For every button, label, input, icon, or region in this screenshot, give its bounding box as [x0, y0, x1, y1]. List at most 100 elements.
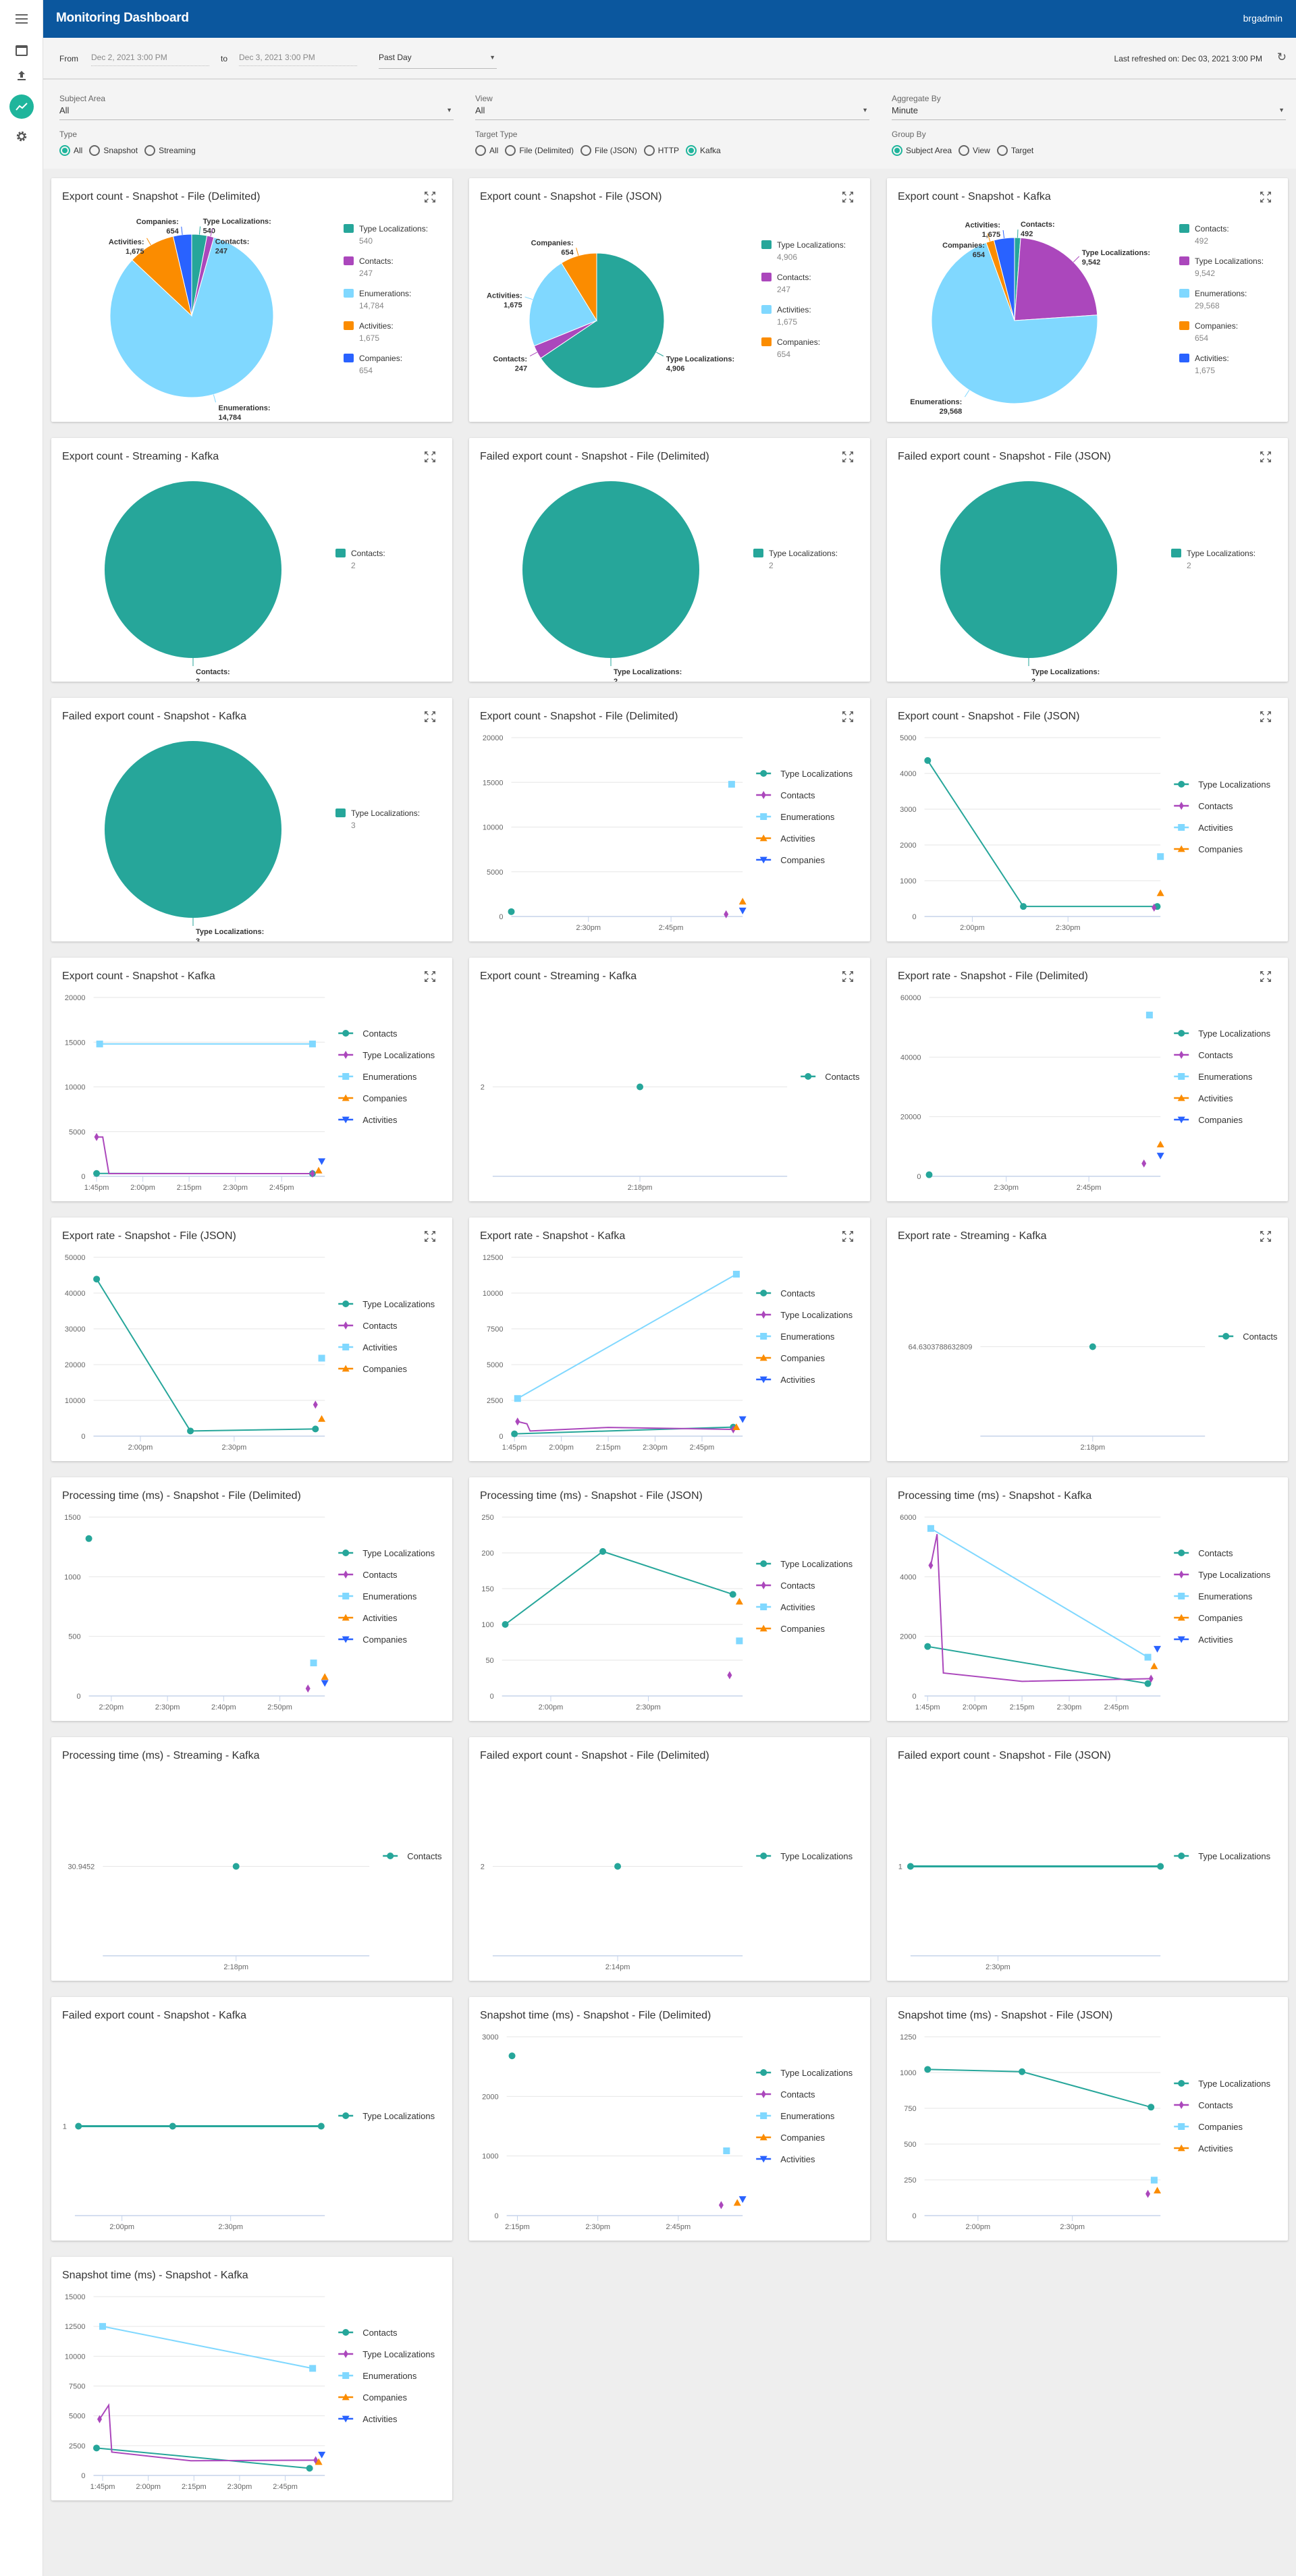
legend-item[interactable]: Companies	[1174, 844, 1243, 854]
data-point[interactable]	[1089, 1343, 1096, 1350]
legend-marker[interactable]	[759, 1624, 767, 1632]
view-select[interactable]: All ▼	[475, 105, 869, 120]
legend-item[interactable]: Activities	[1174, 1093, 1233, 1103]
data-point[interactable]	[315, 2458, 323, 2465]
legend-marker[interactable]	[343, 1051, 348, 1059]
data-point[interactable]	[306, 2465, 313, 2472]
legend-marker[interactable]	[1177, 1614, 1185, 1621]
expand-icon[interactable]	[424, 1230, 436, 1242]
legend-item[interactable]: Type Localizations	[1174, 1029, 1271, 1039]
data-point[interactable]	[321, 1680, 329, 1687]
expand-icon[interactable]	[1260, 1230, 1272, 1242]
data-point[interactable]	[508, 908, 515, 915]
legend-item[interactable]: Companies	[1174, 1613, 1243, 1623]
data-point[interactable]	[1141, 1159, 1147, 1168]
data-point[interactable]	[718, 2201, 724, 2210]
legend-item[interactable]: Companies	[756, 1624, 825, 1634]
legend-marker[interactable]	[342, 2112, 350, 2119]
pie-slice[interactable]	[109, 236, 274, 398]
legend-marker[interactable]	[760, 1604, 767, 1610]
pie-slice[interactable]	[522, 481, 699, 658]
legend-item[interactable]: Enumerations	[338, 1591, 417, 1601]
legend-item[interactable]: Companies: 654	[344, 354, 402, 375]
legend-marker[interactable]	[342, 2415, 350, 2423]
legend-marker[interactable]	[760, 1560, 767, 1567]
document-icon[interactable]	[9, 38, 34, 63]
legend-item[interactable]: Contacts	[1218, 1332, 1278, 1342]
data-point[interactable]	[925, 1171, 933, 1178]
legend-item[interactable]: Type Localizations	[1174, 2079, 1271, 2089]
legend-item[interactable]: Contacts: 492	[1179, 224, 1229, 246]
legend-marker[interactable]	[759, 1354, 767, 1361]
radio-file-delimited[interactable]: File (Delimited)	[505, 145, 574, 156]
legend-item[interactable]: Type Localizations	[338, 1050, 435, 1060]
data-point[interactable]	[738, 898, 747, 905]
data-point[interactable]	[232, 1863, 240, 1870]
data-point[interactable]	[318, 2451, 326, 2459]
legend-marker[interactable]	[1179, 802, 1184, 810]
expand-icon[interactable]	[424, 711, 436, 723]
legend-marker[interactable]	[760, 1290, 767, 1296]
to-date-input[interactable]: Dec 3, 2021 3:00 PM	[239, 53, 357, 66]
legend-marker[interactable]	[343, 1321, 348, 1330]
legend-item[interactable]: Activities	[756, 1602, 815, 1612]
legend-item[interactable]: Type Localizations	[1174, 779, 1271, 790]
legend-marker[interactable]	[342, 1094, 350, 1101]
expand-icon[interactable]	[842, 970, 854, 983]
data-point[interactable]	[305, 1684, 310, 1693]
legend-marker[interactable]	[761, 1311, 766, 1319]
data-point[interactable]	[738, 907, 747, 914]
legend-marker[interactable]	[1179, 1570, 1184, 1579]
expand-icon[interactable]	[1260, 451, 1272, 463]
data-point[interactable]	[732, 1423, 740, 1431]
legend-item[interactable]: Enumerations	[756, 2111, 835, 2121]
legend-marker[interactable]	[342, 1636, 350, 1643]
data-point[interactable]	[97, 2415, 103, 2423]
legend-item[interactable]: Type Localizations	[756, 769, 853, 779]
data-point[interactable]	[313, 1400, 318, 1409]
data-point[interactable]	[502, 1621, 509, 1628]
radio-streaming[interactable]: Streaming	[144, 145, 196, 156]
data-point[interactable]	[93, 1170, 101, 1177]
legend-item[interactable]: Type Localizations	[338, 2111, 435, 2121]
legend-marker[interactable]	[760, 2069, 767, 2076]
data-point[interactable]	[96, 1040, 103, 1047]
data-point[interactable]	[924, 2066, 932, 2073]
upload-icon[interactable]	[9, 63, 34, 88]
data-point[interactable]	[317, 2122, 325, 2130]
expand-icon[interactable]	[424, 451, 436, 463]
legend-marker[interactable]	[759, 2156, 767, 2163]
legend-item[interactable]: Activities	[1174, 2143, 1233, 2154]
data-point[interactable]	[1020, 903, 1027, 910]
legend-item[interactable]: Type Localizations	[756, 2068, 853, 2078]
legend-marker[interactable]	[805, 1073, 812, 1080]
legend-marker[interactable]	[1178, 824, 1185, 831]
pie-slice[interactable]	[931, 242, 1098, 404]
legend-item[interactable]: Contacts: 247	[761, 273, 811, 294]
legend-item[interactable]: Companies	[756, 2133, 825, 2143]
legend-item[interactable]: Enumerations: 29,568	[1179, 289, 1247, 310]
legend-marker[interactable]	[1177, 1116, 1185, 1124]
legend-marker[interactable]	[342, 2393, 350, 2401]
legend-item[interactable]: Activities	[1174, 1635, 1233, 1645]
legend-item[interactable]: Activities	[756, 2154, 815, 2164]
data-point[interactable]	[508, 2052, 516, 2060]
expand-icon[interactable]	[842, 191, 854, 203]
legend-marker[interactable]	[342, 2372, 350, 2379]
legend-marker[interactable]	[759, 834, 767, 842]
data-point[interactable]	[187, 1427, 194, 1435]
user-menu[interactable]: brgadmin	[1243, 13, 1282, 24]
legend-item[interactable]: Contacts	[756, 2089, 815, 2100]
legend-item[interactable]: Contacts	[1174, 801, 1233, 811]
legend-item[interactable]: Type Localizations	[756, 1559, 853, 1569]
expand-icon[interactable]	[842, 1230, 854, 1242]
pie-slice[interactable]	[561, 252, 597, 322]
data-point[interactable]	[1148, 2104, 1155, 2111]
legend-item[interactable]: Type Localizations	[756, 1310, 853, 1320]
legend-item[interactable]: Activities: 1,675	[344, 321, 394, 343]
legend-marker[interactable]	[343, 1570, 348, 1579]
legend-marker[interactable]	[760, 770, 767, 777]
data-point[interactable]	[1154, 1645, 1162, 1653]
pie-slice[interactable]	[940, 481, 1117, 658]
legend-marker[interactable]	[760, 2112, 767, 2119]
